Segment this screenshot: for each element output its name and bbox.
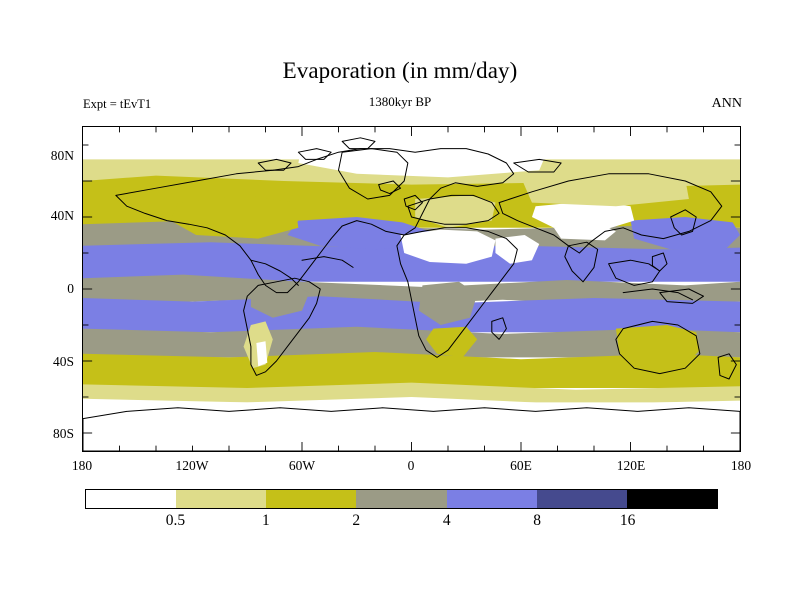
x-tick-180e: 180 bbox=[730, 458, 752, 473]
season-label: ANN bbox=[711, 96, 742, 111]
colorbar-tick-0-5: 0.5 bbox=[165, 512, 186, 529]
field-patch-congo bbox=[418, 281, 478, 325]
chart-subtitle: 1380kyr BP bbox=[368, 94, 432, 109]
field-patch-north-america bbox=[170, 195, 299, 239]
colorbar-tick-2: 2 bbox=[352, 512, 361, 529]
field-patch-north-atlantic bbox=[287, 217, 430, 250]
colorbar bbox=[85, 489, 718, 509]
colorbar-tick-8: 8 bbox=[533, 512, 541, 529]
colorbar-tick-4: 4 bbox=[442, 512, 451, 529]
tick-mark-layer bbox=[83, 127, 740, 451]
colorbar-band-4 bbox=[446, 490, 537, 508]
y-tick-40s: 40S bbox=[52, 354, 74, 369]
x-tick-120w: 120W bbox=[175, 458, 209, 473]
x-tick-60e: 60E bbox=[510, 458, 532, 473]
colorbar-tick-1: 1 bbox=[262, 512, 270, 529]
y-tick-80s: 80S bbox=[52, 426, 74, 441]
x-tick-180w: 180 bbox=[71, 458, 93, 473]
field-band-tropics-south bbox=[83, 296, 740, 333]
x-axis-tick-labels: 180 120W 60W 0 60E 120E 180 bbox=[72, 458, 751, 480]
field-patch-australia bbox=[615, 325, 700, 370]
field-patch-europe bbox=[415, 195, 496, 228]
field-patch-amazon bbox=[250, 281, 310, 318]
y-tick-80n: 80N bbox=[50, 148, 74, 163]
field-patch-north-pacific bbox=[630, 217, 740, 250]
y-tick-0: 0 bbox=[67, 281, 74, 296]
experiment-label: Expt = tEvT1 bbox=[83, 97, 152, 111]
page-title: Evaporation (in mm/day) bbox=[282, 58, 518, 83]
y-axis-tick-labels: 80N 40N 0 40S 80S bbox=[0, 126, 74, 452]
x-tick-60w: 60W bbox=[288, 458, 316, 473]
colorbar-band-3 bbox=[356, 490, 447, 508]
map-plot-area bbox=[82, 126, 741, 452]
field-patch-greenland-arctic bbox=[298, 137, 549, 178]
evaporation-contour-map bbox=[83, 127, 740, 451]
field-patch-southern-africa bbox=[426, 326, 478, 358]
colorbar-band-5 bbox=[536, 490, 627, 508]
field-patch-patagonia bbox=[256, 341, 268, 367]
colorbar-band-6 bbox=[626, 490, 717, 508]
colorbar-tick-labels: 0.5 1 2 4 8 16 bbox=[85, 512, 718, 536]
field-band-tropics-north bbox=[83, 242, 740, 282]
colorbar-bands bbox=[85, 489, 718, 509]
x-tick-120e: 120E bbox=[616, 458, 646, 473]
colorbar-band-2 bbox=[266, 490, 357, 508]
field-band-subpolar-south bbox=[83, 382, 740, 403]
x-tick-0: 0 bbox=[407, 458, 415, 473]
field-patch-tibet bbox=[553, 224, 616, 241]
field-patch-siberia bbox=[521, 172, 689, 207]
y-tick-40n: 40N bbox=[50, 208, 74, 223]
colorbar-band-1 bbox=[176, 490, 267, 508]
coastline-layer bbox=[83, 137, 740, 451]
colorbar-tick-16: 16 bbox=[619, 512, 636, 529]
colorbar-band-0 bbox=[86, 490, 177, 508]
field-band-midlat-south bbox=[83, 352, 740, 388]
field-patch-sahara bbox=[400, 229, 496, 264]
field-patch-central-asia bbox=[531, 200, 635, 230]
